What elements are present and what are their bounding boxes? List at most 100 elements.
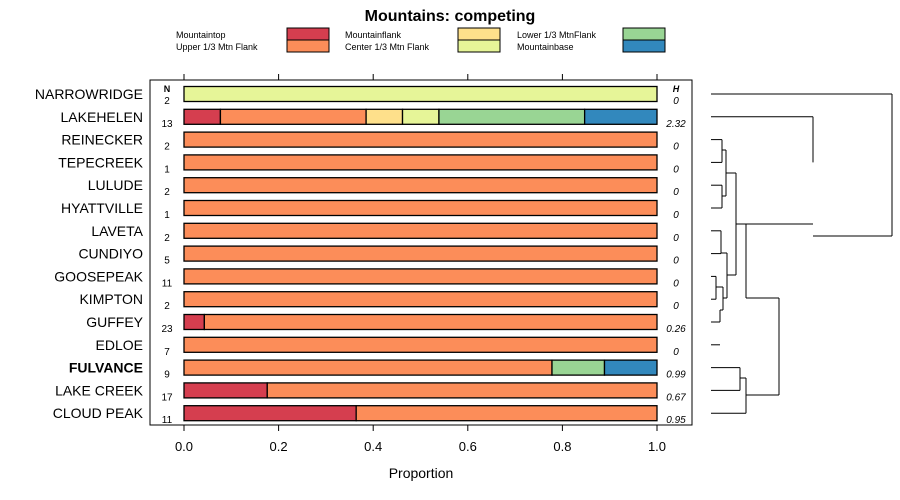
bar-segment	[583, 108, 658, 125]
h-value: 0	[673, 164, 679, 175]
bar-segment	[183, 199, 658, 217]
legend-swatch	[286, 39, 330, 53]
h-value: 0	[673, 301, 679, 312]
h-value: 0	[673, 233, 679, 244]
row-label: CLOUD PEAK	[53, 405, 144, 421]
x-axis-label: Proportion	[389, 465, 454, 481]
row-hyattville: HYATTVILLE 1 0	[61, 199, 679, 221]
legend-label: Lower 1/3 MtnFlank	[517, 30, 597, 40]
bar-segment	[183, 85, 658, 103]
plot-frame	[149, 79, 693, 426]
row-edloe: EDLOE 7 0	[96, 336, 679, 358]
n-value: 13	[161, 119, 173, 130]
n-value: 2	[164, 301, 170, 312]
row-label: FULVANCE	[69, 360, 143, 376]
bar-segment	[183, 382, 268, 399]
row-label: NARROWRIDGE	[35, 86, 143, 102]
bar-segment	[203, 313, 658, 331]
bar-segment	[438, 108, 586, 125]
n-value: 9	[164, 370, 170, 381]
row-label: REINECKER	[61, 132, 143, 148]
x-tick-label: 0.8	[553, 439, 571, 454]
n-value: 5	[164, 256, 170, 267]
bar-segment	[183, 108, 222, 125]
bar-segment	[183, 245, 658, 262]
row-label: KIMPTON	[79, 291, 143, 307]
row-lake-creek: LAKE CREEK 17 0.67	[55, 382, 686, 403]
bar-segment	[183, 359, 553, 376]
legend-label: Mountainbase	[517, 42, 574, 52]
row-label: EDLOE	[96, 337, 143, 353]
row-tepecreek: TEPECREEK 1 0	[58, 154, 679, 175]
row-label: LULUDE	[88, 177, 143, 193]
n-value: 11	[162, 278, 173, 289]
n-value: 2	[164, 187, 170, 198]
row-reinecker: REINECKER 2 0	[61, 131, 679, 153]
row-laveta: LAVETA 2 0	[91, 222, 679, 244]
legend: Mountaintop Mountainflank Lower 1/3 MtnFla…	[176, 27, 666, 53]
n-value: 1	[164, 164, 170, 175]
row-label: LAKEHELEN	[61, 109, 143, 125]
h-value: 0	[673, 347, 679, 358]
bar-segment	[401, 108, 440, 125]
bar-segment	[183, 154, 658, 171]
row-cundiyo: CUNDIYO 5 0	[78, 245, 679, 267]
row-label: GOOSEPEAK	[54, 268, 143, 284]
h-value: 0	[673, 278, 679, 289]
n-value: 11	[162, 415, 173, 426]
chart-title: Mountains: competing	[365, 8, 536, 25]
legend-swatch	[457, 27, 501, 41]
legend-swatch	[622, 27, 666, 41]
legend-label: Center 1/3 Mtn Flank	[345, 42, 430, 52]
n-value: 2	[164, 233, 170, 244]
h-value: 0	[673, 256, 679, 267]
h-value: 0	[673, 96, 679, 107]
legend-label: Upper 1/3 Mtn Flank	[176, 42, 258, 52]
row-fulvance: FULVANCE 9 0.99	[69, 359, 686, 381]
legend-label: Mountaintop	[176, 30, 226, 40]
h-column-header: H	[673, 84, 680, 94]
h-value: 0	[673, 142, 679, 153]
legend-swatch	[622, 39, 666, 53]
bar-segment	[355, 405, 658, 422]
bar-segment	[219, 108, 367, 125]
bar-segment	[183, 336, 658, 353]
row-label: GUFFEY	[86, 314, 143, 330]
x-axis: 0.0 0.2 0.4 0.6 0.8 1.0	[175, 74, 666, 454]
row-cloud-peak: CLOUD PEAK 11 0.95	[53, 405, 686, 426]
n-column-header: N	[164, 84, 171, 94]
dendrogram	[711, 93, 893, 414]
n-value: 1	[164, 210, 170, 221]
row-label: TEPECREEK	[58, 154, 143, 170]
bar-segment	[183, 177, 658, 194]
row-label: LAKE CREEK	[55, 382, 144, 398]
bar-segment	[183, 131, 658, 148]
x-tick-label: 0.2	[270, 439, 288, 454]
row-label: CUNDIYO	[78, 246, 143, 262]
h-value: 0.99	[666, 370, 686, 381]
n-value: 17	[161, 392, 173, 403]
h-value: 0.95	[666, 415, 686, 426]
bar-segment	[183, 313, 205, 331]
h-value: 0	[673, 187, 679, 198]
x-tick-label: 0.6	[459, 439, 477, 454]
h-value: 0.26	[666, 324, 686, 335]
bar-segment	[266, 382, 658, 399]
bar-segment	[183, 268, 658, 285]
x-tick-label: 0.4	[364, 439, 382, 454]
n-value: 2	[164, 96, 170, 107]
n-value: 23	[161, 324, 173, 335]
h-value: 0.67	[666, 392, 686, 403]
row-goosepeak: GOOSEPEAK 11 0	[54, 268, 679, 289]
n-value: 2	[164, 142, 170, 153]
row-label: LAVETA	[91, 223, 143, 239]
x-tick-label: 0.0	[175, 439, 193, 454]
bar-segment	[183, 291, 658, 308]
n-value: 7	[164, 347, 170, 358]
bar-segment	[365, 108, 404, 125]
bar-segment	[183, 222, 658, 239]
row-narrowridge: NARROWRIDGE 2 0	[35, 85, 679, 107]
row-lulude: LULUDE 2 0	[88, 177, 679, 198]
